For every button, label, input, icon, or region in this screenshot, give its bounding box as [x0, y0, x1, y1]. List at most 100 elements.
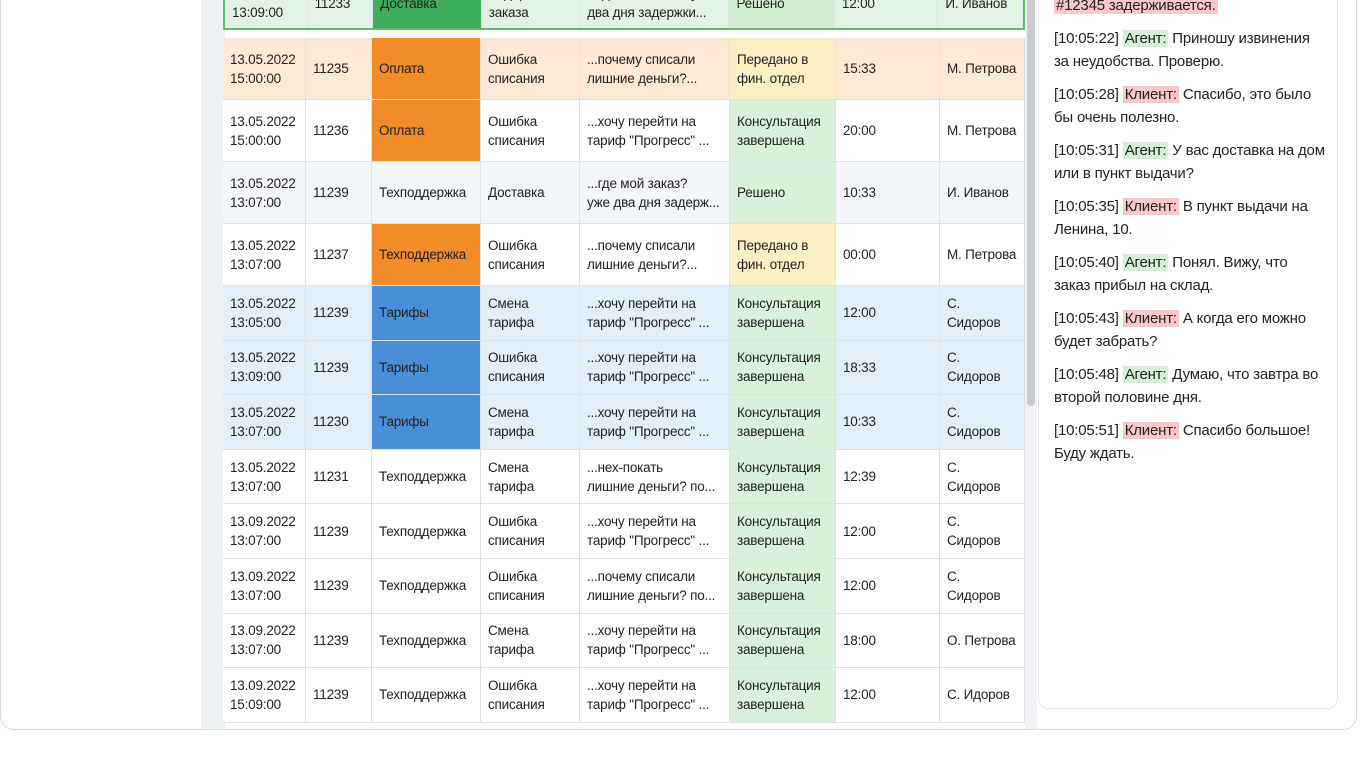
category-cell: Техподдержка: [372, 162, 481, 223]
table-row[interactable]: 13.09.2022 13:07:00 11239 Техподдержка Ошиб…: [223, 559, 1025, 614]
category-cell: Тарифы: [372, 286, 481, 340]
message-time: [10:05:48]: [1054, 366, 1119, 383]
snippet-cell: ...хочу перейти на тариф "Прогресс" ...: [580, 504, 730, 558]
id-cell: 11239: [306, 504, 372, 558]
date-cell: 13.05.2022 13:09:00: [223, 340, 306, 395]
table-row[interactable]: 13.05.2022 13:07:00 11231 Техподдержка Смен…: [223, 449, 1025, 505]
agent-cell: М. Петрова: [940, 100, 1025, 161]
topic-cell: Ошибка списания: [481, 340, 580, 395]
date-cell: 13.05.2022 13:07:00: [223, 395, 306, 449]
chat-message: [10:05:35] Клиент: В пункт выдачи на Лен…: [1054, 195, 1325, 241]
time-cell: 12:00: [836, 504, 940, 558]
topic-cell: Ошибка списания: [481, 224, 580, 285]
agent-cell: О. Петрова: [940, 613, 1025, 668]
time-cell: 10:33: [836, 162, 940, 223]
agent-cell: М. Петрова: [940, 224, 1025, 285]
time-cell: 12:00: [836, 559, 940, 613]
status-cell: Передано в фин. отдел: [730, 224, 836, 285]
snippet-cell: ...хочу перейти на тариф "Прогресс" ...: [580, 100, 730, 161]
snippet-cell: ...хочу перейти на тариф "Прогресс" ...: [580, 395, 730, 449]
message-time: [10:05:51]: [1054, 422, 1119, 439]
category-cell: Оплата: [372, 38, 481, 99]
date-cell: 13.05.2022 13:07:00: [223, 224, 306, 285]
date-cell: 13.09.2022 13:07:00: [223, 559, 306, 613]
id-cell: 11233: [308, 0, 374, 28]
date-cell: 13.09.2022 13:07:00: [223, 613, 306, 668]
category-cell: Техподдержка: [372, 613, 481, 668]
id-cell: 11237: [306, 224, 372, 285]
message-role: Агент:: [1122, 30, 1169, 47]
table-row[interactable]: 13.05.2022 13:07:00 11230 Тарифы Смена тари…: [223, 395, 1025, 450]
table-row[interactable]: 13.05.2022 15:00:00 11235 Оплата Ошибка спи…: [223, 38, 1025, 100]
agent-cell: С. Сидоров: [940, 504, 1025, 558]
message-text: В пункт выдачи на Ленина, 10.: [1054, 198, 1308, 238]
time-cell: 20:00: [836, 100, 940, 161]
chat-panel: #12345 задерживается. [10:05:22] Агент: …: [1038, 0, 1338, 709]
category-cell: Техподдержка: [372, 449, 481, 504]
status-cell: Консультация завершена: [730, 613, 836, 668]
table-row[interactable]: 13.09.2022 13:07:00 11239 Техподдержка Смен…: [223, 613, 1025, 669]
tickets-table: 13.05.2022 13:09:0011233ДоставкаЗадержка…: [223, 0, 1025, 729]
id-cell: 11239: [306, 340, 372, 395]
agent-cell: С. Сидоров: [940, 449, 1025, 504]
date-cell: 13.05.2022 15:00:00: [223, 38, 306, 99]
agent-cell: М. Петрова: [940, 38, 1025, 99]
chat-message: [10:05:28] Клиент: Спасибо, это было бы …: [1054, 83, 1325, 129]
agent-cell: С. Сидоров: [940, 340, 1025, 395]
status-cell: Решено: [730, 162, 836, 223]
snippet-cell: ...где мой заказ? уже два дня задерж...: [580, 162, 730, 223]
message-role: Агент:: [1122, 142, 1169, 159]
message-role: Клиент:: [1122, 310, 1179, 327]
table-row[interactable]: 13.05.2022 15:00:00 11236 Оплата Ошибка спи…: [223, 100, 1025, 162]
snippet-cell: ...где мой заказ? уже два дня задержки..…: [580, 0, 730, 28]
date-cell: 13.05.2022 13:05:00: [223, 286, 306, 340]
snippet-cell: ...хочу перейти на тариф "Прогресс" ...: [580, 286, 730, 340]
id-cell: 11235: [306, 38, 372, 99]
snippet-cell: ...почему списали лишние деньги? по...: [580, 559, 730, 613]
table-row[interactable]: 13.05.2022 13:09:00 11239 Тарифы Ошибка спи…: [223, 340, 1025, 396]
agent-cell: И. Иванов: [938, 0, 1023, 28]
snippet-cell: ...почему списали лишние деньги?...: [580, 224, 730, 285]
id-cell: 11236: [306, 100, 372, 161]
chat-message: [10:05:31] Агент: У вас доставка на дом …: [1054, 139, 1325, 185]
message-time: [10:05:43]: [1054, 310, 1119, 327]
topic-cell: Смена тарифа: [481, 613, 580, 668]
chat-message: [10:05:48] Агент: Думаю, что завтра во в…: [1054, 363, 1325, 409]
date-cell: 13.05.2022 15:00:00: [223, 100, 306, 161]
snippet-cell: ...нех-покать лишние деньги? по...: [580, 449, 730, 504]
status-cell: Консультация завершена: [730, 286, 836, 340]
table-row[interactable]: 13.09.2022 13:07:00 11239 Техподдержка Ошиб…: [223, 504, 1025, 559]
id-cell: 11239: [306, 286, 372, 340]
topic-cell: Смена тарифа: [481, 395, 580, 449]
scrollbar[interactable]: [1025, 0, 1037, 729]
time-cell: 15:33: [836, 38, 940, 99]
table-row[interactable]: 13.05.2022 13:07:00 11239 Техподдержка Дост…: [223, 162, 1025, 224]
chat-message: [10:05:40] Агент: Понял. Вижу, что заказ…: [1054, 251, 1325, 297]
scroll-thumb[interactable]: [1027, 0, 1035, 406]
agent-cell: С. Сидоров: [940, 286, 1025, 340]
table-row[interactable]: 13.05.2022 13:07:00 11237 Техподдержка Ошиб…: [223, 224, 1025, 286]
message-text: У вас доставка на дом или в пункт выдачи…: [1054, 142, 1325, 182]
message-time: [10:05:35]: [1054, 198, 1119, 215]
date-cell: 13.09.2022 13:07:00: [223, 504, 306, 558]
message-text: Спасибо большое! Буду ждать.: [1054, 422, 1310, 462]
id-cell: 11231: [306, 449, 372, 504]
id-cell: 11239: [306, 162, 372, 223]
table-row[interactable]: 13.09.2022 15:09:00 11239 Техподдержка Ошиб…: [223, 668, 1025, 723]
snippet-cell: ...хочу перейти на тариф "Прогресс" ...: [580, 668, 730, 722]
topic-cell: Ошибка списания: [481, 38, 580, 99]
snippet-cell: ...хочу перейти на тариф "Прогресс" ...: [580, 613, 730, 668]
time-cell: 12:39: [836, 449, 940, 504]
table-row[interactable]: 13.05.2022 13:09:0011233ДоставкаЗадержка…: [223, 0, 1025, 30]
topic-cell: Ошибка списания: [481, 559, 580, 613]
message-role: Агент:: [1122, 254, 1169, 271]
table-row[interactable]: 13.05.2022 13:05:00 11239 Тарифы Смена тари…: [223, 286, 1025, 341]
date-cell: 13.05.2022 13:09:00: [225, 0, 308, 28]
time-cell: 18:33: [836, 340, 940, 395]
chat-message: [10:05:51] Клиент: Спасибо большое! Буду…: [1054, 419, 1325, 465]
date-cell: 13.05.2022 13:07:00: [223, 162, 306, 223]
time-cell: 12:00: [836, 286, 940, 340]
topic-cell: Ошибка списания: [481, 668, 580, 722]
status-cell: Консультация завершена: [730, 449, 836, 504]
agent-cell: С. Идоров: [940, 668, 1025, 722]
